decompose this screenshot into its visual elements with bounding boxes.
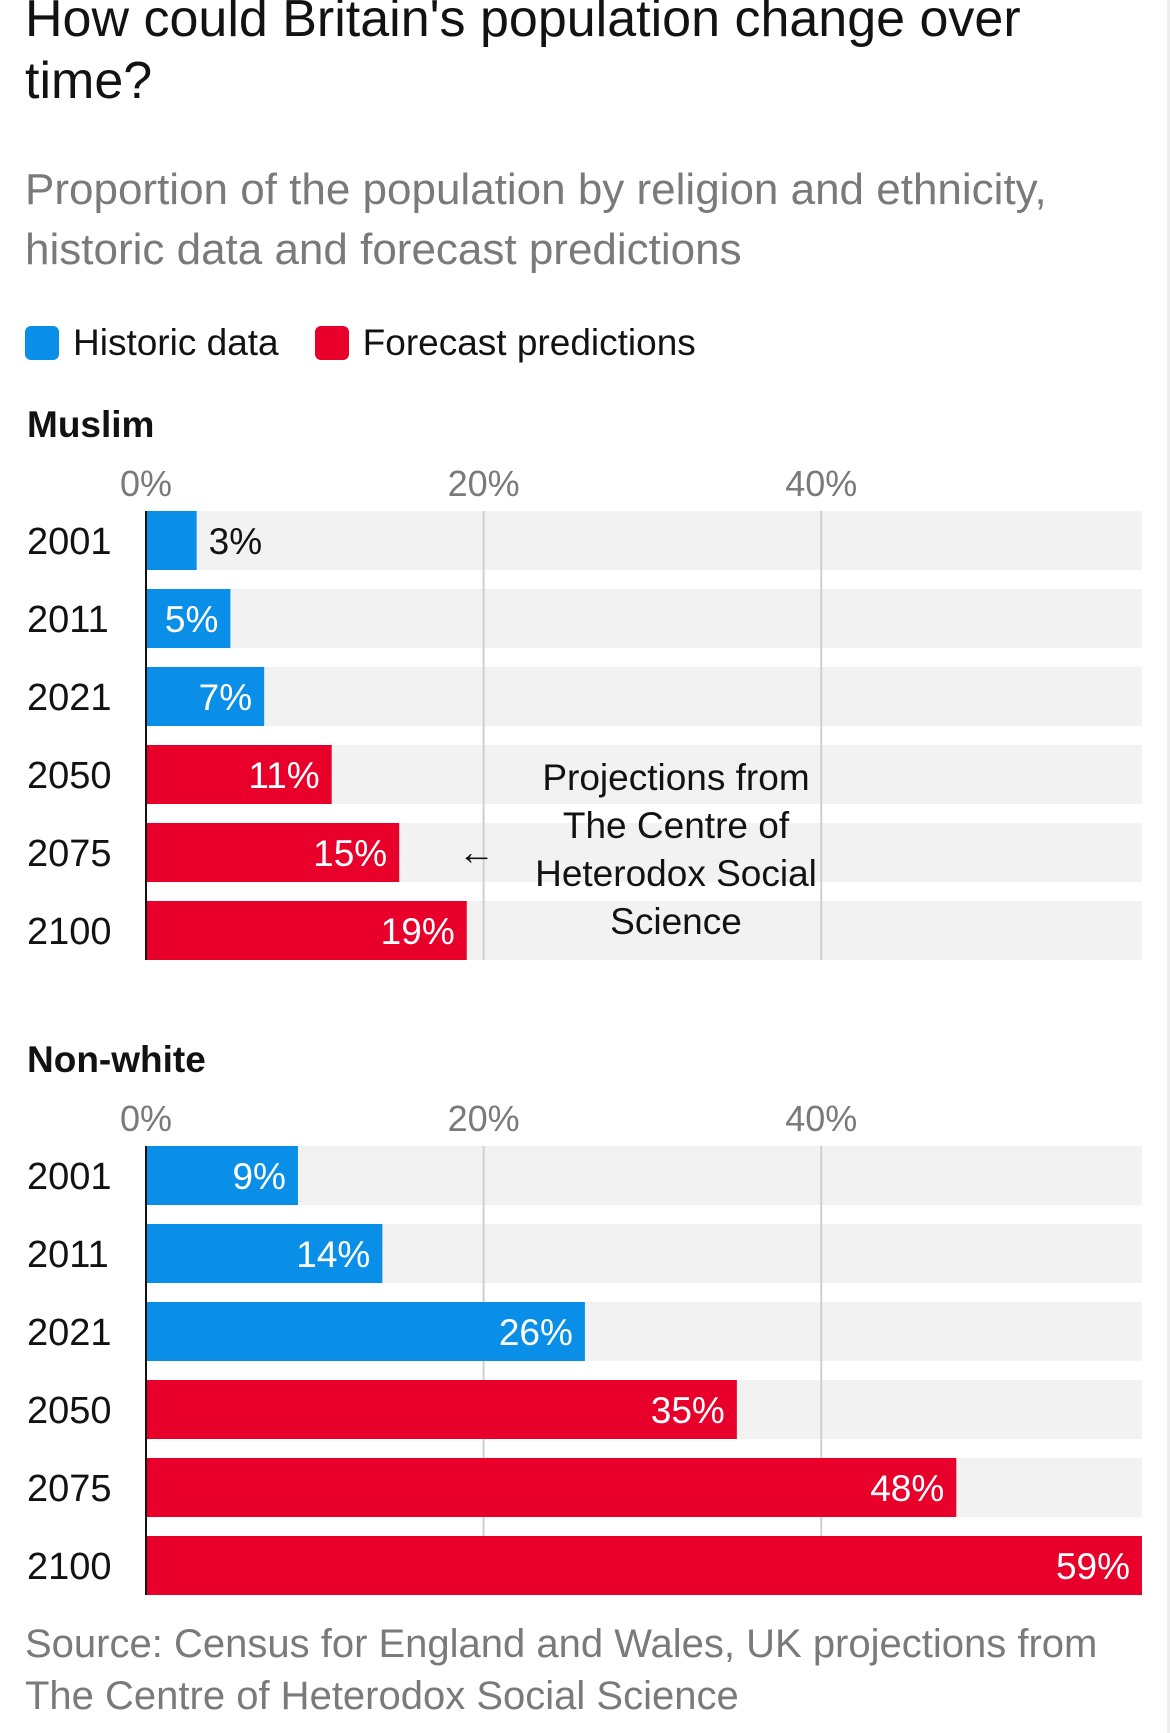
bar	[146, 1302, 585, 1361]
bar-track	[146, 1146, 1142, 1205]
x-tick-label: 0%	[120, 463, 172, 504]
data-label: 19%	[381, 911, 455, 952]
legend-item-forecast: Forecast predictions	[314, 322, 696, 364]
bar	[146, 1224, 383, 1283]
bar	[146, 589, 231, 648]
category-label: 2021	[27, 1312, 112, 1354]
bar-track	[146, 511, 1142, 570]
chart-title: How could Britain's population change ov…	[25, 0, 1021, 110]
category-label: 2050	[27, 1390, 112, 1432]
bar-charts: Muslim 0% 20% 40% 2001 3% 2011 5% 2021 7% 2050 11% 2…	[27, 404, 1142, 1595]
category-label: 2001	[27, 1156, 112, 1198]
x-tick-label: 40%	[785, 1098, 857, 1139]
category-label: 2021	[27, 677, 112, 719]
chart-subtitle: Proportion of the population by religion…	[25, 165, 1047, 274]
panel-title: Muslim	[27, 404, 154, 445]
bar	[146, 1146, 298, 1205]
x-tick-label: 20%	[448, 1098, 520, 1139]
category-label: 2100	[27, 911, 112, 953]
data-label: 48%	[870, 1468, 944, 1509]
source-note: Source: Census for England and Wales, UK…	[25, 1622, 1098, 1718]
x-tick-label: 20%	[448, 463, 520, 504]
bar	[146, 745, 332, 804]
bar	[146, 667, 265, 726]
x-tick-label: 40%	[785, 463, 857, 504]
bar	[146, 901, 467, 960]
annotation-text: Heterodox Social	[535, 853, 817, 894]
page-edge-shadow	[1167, 0, 1170, 1733]
bar-track	[146, 589, 1142, 648]
bar	[146, 1458, 957, 1517]
bar	[146, 1380, 737, 1439]
data-label: 3%	[209, 521, 262, 562]
annotation-text: The Centre of	[563, 805, 790, 846]
bar	[146, 1536, 1142, 1595]
legend-swatch-historic	[25, 326, 59, 360]
annotation-text: Projections from	[542, 757, 809, 798]
legend: Historic data Forecast predictions	[25, 318, 732, 368]
category-label: 2050	[27, 755, 112, 797]
panel-title: Non-white	[27, 1039, 206, 1080]
category-label: 2100	[27, 1546, 112, 1588]
annotation-text: Science	[610, 901, 742, 942]
bar	[146, 823, 400, 882]
data-label: 14%	[296, 1234, 370, 1275]
legend-item-historic: Historic data	[25, 322, 279, 364]
category-label: 2011	[27, 1234, 109, 1276]
legend-swatch-forecast	[314, 326, 349, 360]
annotation-arrow: ←	[458, 832, 495, 873]
category-label: 2075	[27, 1468, 112, 1510]
bar-track	[146, 667, 1142, 726]
data-label: 26%	[499, 1312, 573, 1353]
bar	[146, 511, 197, 570]
category-label: 2011	[27, 599, 109, 641]
x-tick-label: 0%	[120, 1098, 172, 1139]
legend-label-historic: Historic data	[73, 322, 279, 363]
data-label: 5%	[165, 599, 218, 640]
category-label: 2001	[27, 521, 112, 563]
data-label: 9%	[232, 1156, 285, 1197]
legend-label-forecast: Forecast predictions	[362, 322, 696, 363]
data-label: 35%	[651, 1390, 725, 1431]
data-label: 11%	[248, 755, 319, 796]
data-label: 59%	[1056, 1546, 1130, 1587]
data-label: 15%	[313, 833, 387, 874]
category-label: 2075	[27, 833, 112, 875]
data-label: 7%	[199, 677, 252, 718]
